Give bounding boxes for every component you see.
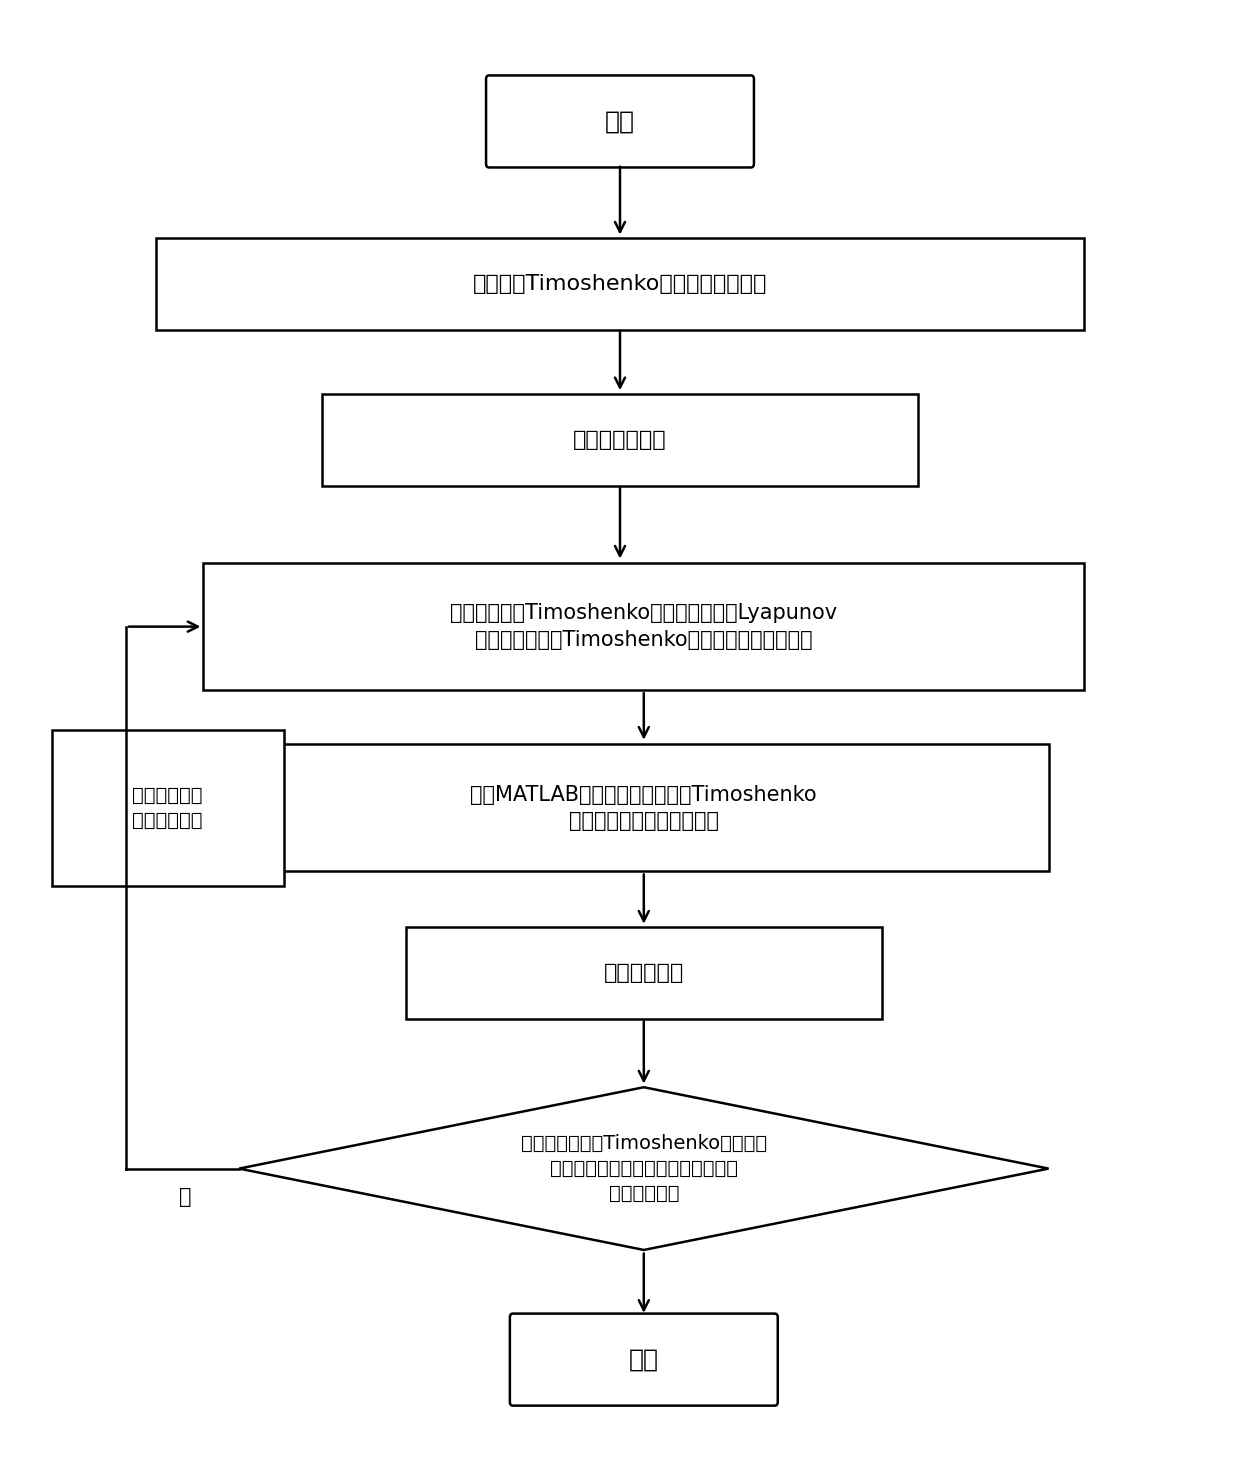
Text: 构建边界控制器: 构建边界控制器 bbox=[573, 430, 667, 450]
Text: 开始: 开始 bbox=[605, 109, 635, 134]
FancyBboxPatch shape bbox=[486, 75, 754, 168]
Text: 利用MATLAB仿真软件对所述柔性Timoshenko
梁机械臂系统进行数字仿真: 利用MATLAB仿真软件对所述柔性Timoshenko 梁机械臂系统进行数字仿真 bbox=[470, 784, 817, 831]
Text: 验证对所述柔性Timoshenko梁机械臂
系统施加控制动作后的控制效果是否
符合预设要求: 验证对所述柔性Timoshenko梁机械臂 系统施加控制动作后的控制效果是否 符… bbox=[521, 1134, 766, 1203]
Polygon shape bbox=[239, 1088, 1049, 1250]
Bar bbox=[405, 927, 882, 1020]
Text: 修正边界控制
器的增益参数: 修正边界控制 器的增益参数 bbox=[133, 786, 203, 830]
Bar bbox=[52, 730, 284, 886]
Text: 构建柔性Timoshenko梁机械臂系统模型: 构建柔性Timoshenko梁机械臂系统模型 bbox=[472, 274, 768, 295]
Bar bbox=[239, 744, 1049, 871]
FancyBboxPatch shape bbox=[510, 1313, 777, 1406]
Text: 否: 否 bbox=[180, 1187, 192, 1207]
Bar bbox=[322, 394, 918, 486]
Bar bbox=[203, 563, 1084, 690]
Text: 结束: 结束 bbox=[629, 1347, 658, 1372]
Text: 构建所述柔性Timoshenko梁机械臂系统的Lyapunov
函数，分析柔性Timoshenko梁机械臂系统的稳定性: 构建所述柔性Timoshenko梁机械臂系统的Lyapunov 函数，分析柔性T… bbox=[450, 603, 837, 650]
Text: 分析仿真结果: 分析仿真结果 bbox=[604, 964, 684, 983]
Bar bbox=[156, 239, 1084, 330]
